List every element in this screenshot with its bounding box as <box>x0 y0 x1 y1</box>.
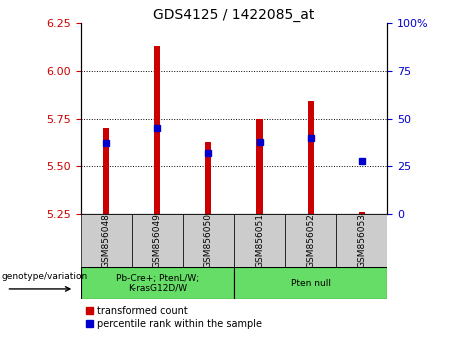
Text: Pten null: Pten null <box>290 279 331 288</box>
Legend: transformed count, percentile rank within the sample: transformed count, percentile rank withi… <box>86 306 262 329</box>
Title: GDS4125 / 1422085_at: GDS4125 / 1422085_at <box>153 8 315 22</box>
Text: GSM856049: GSM856049 <box>153 213 162 268</box>
Bar <box>154 46 160 214</box>
Bar <box>359 212 365 214</box>
Bar <box>81 267 234 299</box>
Text: GSM856048: GSM856048 <box>102 213 111 268</box>
Text: GSM856050: GSM856050 <box>204 213 213 268</box>
Text: genotype/variation: genotype/variation <box>1 272 88 281</box>
Bar <box>234 214 285 267</box>
Bar <box>256 119 263 214</box>
Bar <box>205 142 212 214</box>
Bar <box>132 214 183 267</box>
Text: GSM856052: GSM856052 <box>306 213 315 268</box>
Bar <box>336 214 387 267</box>
Bar <box>103 128 109 214</box>
Bar <box>183 214 234 267</box>
Bar <box>81 214 132 267</box>
Bar <box>285 214 336 267</box>
Text: Pb-Cre+; PtenL/W;
K-rasG12D/W: Pb-Cre+; PtenL/W; K-rasG12D/W <box>116 274 199 293</box>
Text: GSM856051: GSM856051 <box>255 213 264 268</box>
Text: GSM856053: GSM856053 <box>357 213 366 268</box>
Bar <box>307 101 313 214</box>
Bar <box>234 267 387 299</box>
